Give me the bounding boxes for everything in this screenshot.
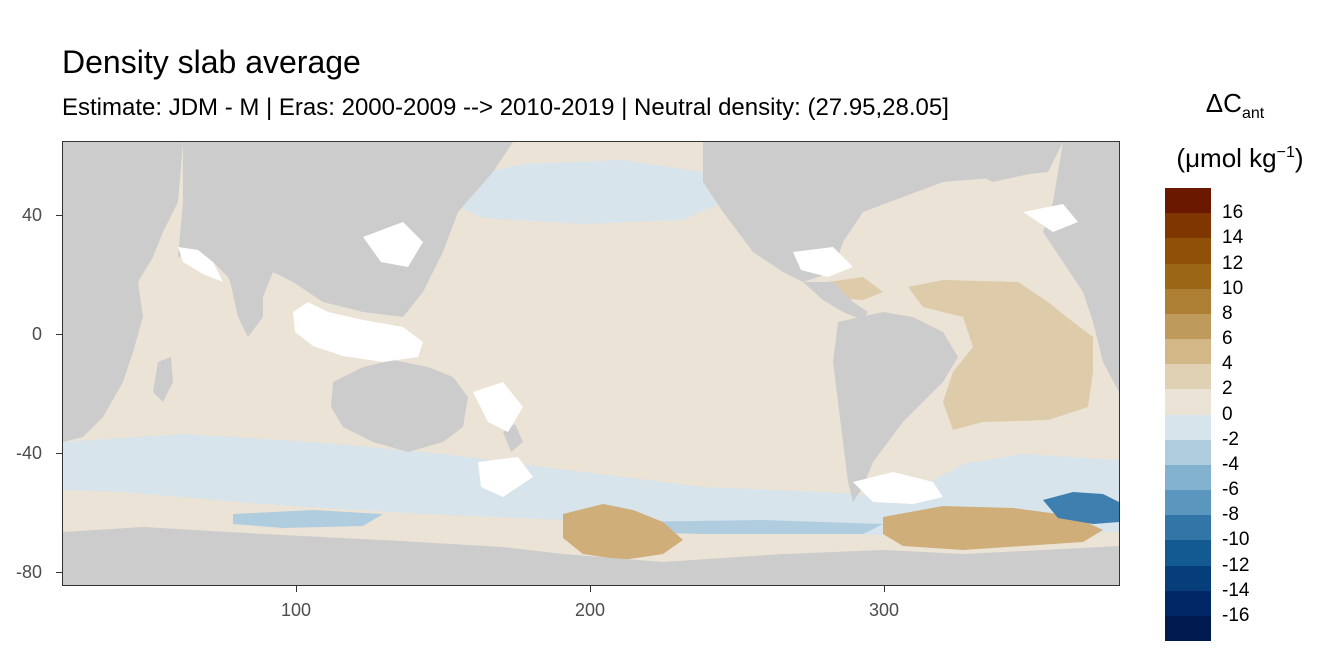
legend-swatch <box>1165 565 1211 592</box>
legend-swatch <box>1165 313 1211 340</box>
legend-label: -4 <box>1222 453 1239 475</box>
legend-swatch <box>1165 590 1211 617</box>
legend-label: 6 <box>1222 328 1233 349</box>
missing-indonesia-area <box>293 302 423 362</box>
australia-land <box>331 360 468 452</box>
y-tick-label-minus80: -80 <box>15 562 42 582</box>
legend-label: -12 <box>1222 554 1250 576</box>
legend-swatch <box>1165 288 1211 315</box>
legend-swatch <box>1165 263 1211 290</box>
africa-land <box>63 142 183 442</box>
legend-swatch <box>1165 515 1211 541</box>
missing-gulf-area <box>793 247 853 277</box>
x-tick-mark-100 <box>296 586 297 592</box>
legend-unit-sup: −1 <box>1276 144 1295 161</box>
legend-label: 16 <box>1222 202 1244 224</box>
legend-title: ΔCant <box>1160 86 1310 131</box>
legend-title-sub: ant <box>1241 105 1265 122</box>
greenland-land <box>943 142 1053 182</box>
legend-label: -8 <box>1222 504 1239 526</box>
y-tick-label-minus40: -40 <box>15 443 42 463</box>
weddell-east-negative-region <box>1043 492 1119 524</box>
missing-data-areas <box>178 204 1078 504</box>
south-atlantic-positive-region <box>908 280 1093 430</box>
y-tick-mark-minus40 <box>56 453 62 454</box>
legend-unit: (μmol kg−1) <box>1160 136 1320 175</box>
x-tick-mark-300 <box>884 586 885 592</box>
legend-swatch <box>1165 490 1211 516</box>
legend-label: -6 <box>1222 479 1239 500</box>
legend-swatch <box>1165 414 1211 441</box>
legend-swatch <box>1165 389 1211 415</box>
legend-swatch <box>1165 238 1211 264</box>
legend-swatch <box>1165 439 1211 466</box>
legend-title-main: ΔC <box>1205 88 1242 118</box>
y-tick-label-40: 40 <box>21 205 42 225</box>
missing-tasman-area <box>473 382 523 432</box>
legend-swatch <box>1165 188 1211 214</box>
x-tick-label-300: 300 <box>868 600 900 620</box>
amundsen-negative-patch <box>623 520 883 534</box>
legend-unit-open: (μmol kg <box>1176 143 1277 173</box>
y-tick-label-0: 0 <box>31 324 42 344</box>
antarctica-land <box>63 527 1119 585</box>
legend-label: 14 <box>1222 227 1244 249</box>
legend-label: 8 <box>1222 302 1233 324</box>
legend-label: 10 <box>1222 277 1244 299</box>
x-tick-label-200: 200 <box>574 600 606 620</box>
ross-sea-positive-region <box>563 504 683 560</box>
north-america-land <box>703 142 1063 282</box>
legend-label: 2 <box>1222 378 1233 400</box>
legend-label: 4 <box>1222 353 1233 375</box>
legend-swatch <box>1165 615 1211 642</box>
legend-label: 0 <box>1222 403 1233 425</box>
missing-mediterranean-area <box>1023 204 1078 232</box>
y-tick-mark-0 <box>56 334 62 335</box>
missing-drake-area <box>853 472 943 504</box>
madagascar-land <box>153 357 173 402</box>
missing-east-asia-area <box>363 222 423 267</box>
legend-swatch <box>1165 213 1211 239</box>
map-panel <box>62 141 1120 586</box>
missing-arabian-area <box>178 247 223 282</box>
central-america-land <box>803 282 868 320</box>
south-america-land <box>833 312 958 502</box>
legend-colorbar <box>1165 188 1211 642</box>
southern-ocean-negative-patch <box>233 510 383 528</box>
legend-label: 12 <box>1222 252 1244 274</box>
map-svg <box>63 142 1119 585</box>
y-tick-mark-minus80 <box>56 572 62 573</box>
legend-label: -16 <box>1222 604 1250 626</box>
chart-title: Density slab average <box>62 44 361 80</box>
land-masses <box>63 142 1119 585</box>
north-pacific-negative-region <box>443 160 723 224</box>
legend-swatch <box>1165 339 1211 365</box>
weddell-sea-positive-region <box>883 506 1103 550</box>
y-tick-mark-40 <box>56 215 62 216</box>
x-tick-label-100: 100 <box>280 600 312 620</box>
legend-label: -14 <box>1222 579 1250 601</box>
legend-swatch <box>1165 464 1211 491</box>
chart-subtitle: Estimate: JDM - M | Eras: 2000-2009 --> … <box>62 94 949 121</box>
southern-ocean-negative-band <box>63 434 1119 537</box>
legend-swatch <box>1165 540 1211 566</box>
legend-swatch <box>1165 364 1211 390</box>
legend-unit-close: ) <box>1294 143 1304 173</box>
legend-label: -10 <box>1222 529 1250 551</box>
x-tick-mark-200 <box>590 586 591 592</box>
indian-subcontinent-land <box>228 272 263 337</box>
legend-label: -2 <box>1222 428 1239 450</box>
missing-south-pacific-area <box>478 457 533 497</box>
